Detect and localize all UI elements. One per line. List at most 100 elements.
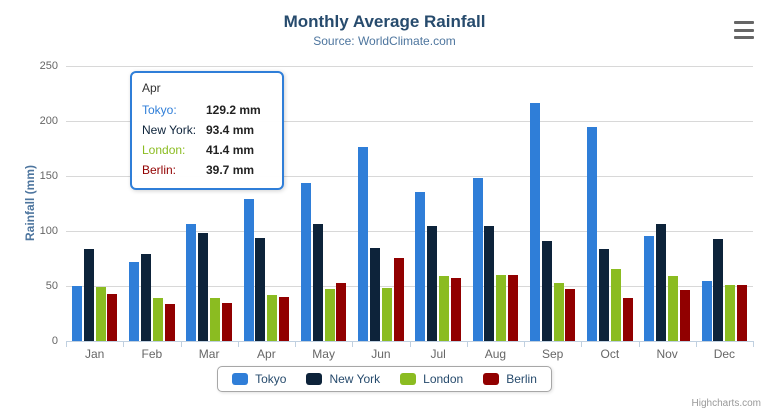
x-axis-tick — [237, 341, 239, 347]
x-axis-label-jul: Jul — [430, 347, 446, 361]
bar-london-feb[interactable] — [152, 298, 163, 341]
bar-london-jul[interactable] — [439, 276, 450, 341]
legend-container: Tokyo New York London Berlin — [0, 366, 769, 392]
bar-tokyo-jul[interactable] — [415, 191, 426, 341]
bar-new-york-aug[interactable] — [484, 226, 495, 341]
bar-tokyo-aug[interactable] — [472, 177, 483, 341]
tooltip-rows: Tokyo: 129.2 mm New York: 93.4 mm London: 41.… — [142, 100, 272, 180]
legend-item-tokyo[interactable]: Tokyo — [232, 372, 286, 386]
tooltip-series-label: Tokyo: — [142, 103, 177, 117]
bar-new-york-nov[interactable] — [656, 223, 667, 341]
legend-item-berlin[interactable]: Berlin — [483, 372, 537, 386]
bar-london-jan[interactable] — [95, 287, 106, 341]
bar-tokyo-jun[interactable] — [358, 147, 369, 341]
bar-new-york-mar[interactable] — [198, 232, 209, 341]
bar-berlin-mar[interactable] — [221, 303, 232, 341]
x-axis-label-may: May — [312, 347, 335, 361]
legend-item-new-york[interactable]: New York — [306, 372, 380, 386]
y-axis-label-100: 100 — [39, 225, 58, 237]
bar-london-jun[interactable] — [381, 287, 392, 341]
bar-new-york-jul[interactable] — [427, 225, 438, 341]
bar-tokyo-dec[interactable] — [701, 281, 712, 341]
gridline-50 — [66, 286, 753, 287]
bar-london-dec[interactable] — [725, 284, 736, 341]
bar-berlin-apr[interactable] — [279, 297, 290, 341]
bar-tokyo-mar[interactable] — [186, 223, 197, 341]
credits-link[interactable]: Highcharts.com — [691, 398, 761, 409]
bar-tokyo-apr[interactable] — [243, 198, 254, 341]
bar-berlin-oct[interactable] — [622, 297, 633, 341]
x-axis-tick — [123, 341, 125, 347]
x-axis-tick — [352, 341, 354, 347]
x-axis-tick — [66, 341, 67, 347]
legend-label: New York — [329, 372, 381, 386]
bar-tokyo-feb[interactable] — [129, 262, 140, 341]
tooltip-row-berlin: Berlin: 39.7 mm — [142, 160, 272, 180]
tooltip-series-value: 41.4 mm — [206, 143, 255, 157]
tooltip-series-label: New York: — [142, 123, 197, 137]
x-axis-label-dec: Dec — [713, 347, 736, 361]
x-axis-label-aug: Aug — [484, 347, 507, 361]
legend-item-london[interactable]: London — [400, 372, 463, 386]
y-axis-label-0: 0 — [51, 335, 58, 347]
y-axis-label-50: 50 — [45, 280, 58, 292]
bar-tokyo-jan[interactable] — [71, 286, 82, 341]
bar-tokyo-nov[interactable] — [644, 235, 655, 341]
x-axis-label-mar: Mar — [198, 347, 220, 361]
bar-london-mar[interactable] — [210, 297, 221, 341]
bar-berlin-feb[interactable] — [164, 304, 175, 341]
gridline-150 — [66, 176, 753, 177]
bar-berlin-nov[interactable] — [679, 289, 690, 341]
x-axis-tick — [638, 341, 640, 347]
bar-london-may[interactable] — [324, 289, 335, 341]
x-axis-tick — [581, 341, 583, 347]
bar-new-york-dec[interactable] — [713, 239, 724, 341]
x-axis-tick — [295, 341, 296, 347]
legend-label: London — [423, 372, 464, 386]
gridline-250 — [66, 66, 753, 67]
bar-berlin-dec[interactable] — [737, 284, 748, 341]
x-axis-tick — [466, 341, 468, 347]
x-axis-label-apr: Apr — [257, 347, 276, 361]
tooltip-series-value: 39.7 mm — [206, 163, 255, 177]
bar-berlin-aug[interactable] — [508, 274, 519, 341]
bar-new-york-jun[interactable] — [369, 248, 380, 341]
bar-new-york-may[interactable] — [312, 224, 323, 341]
bar-tokyo-sep[interactable] — [529, 102, 540, 341]
x-axis-tick — [753, 341, 754, 347]
bar-berlin-sep[interactable] — [565, 288, 576, 341]
y-axis-label-200: 200 — [39, 115, 58, 127]
bar-new-york-oct[interactable] — [598, 249, 609, 341]
hamburger-bar — [734, 28, 754, 32]
tooltip-row-tokyo: Tokyo: 129.2 mm — [142, 100, 272, 120]
bar-berlin-jan[interactable] — [107, 294, 118, 341]
bar-new-york-feb[interactable] — [140, 254, 151, 341]
bar-new-york-apr[interactable] — [255, 238, 266, 341]
x-axis-label-jan: Jan — [84, 347, 105, 361]
hamburger-menu-icon[interactable] — [734, 20, 756, 40]
x-axis-tick — [524, 341, 525, 347]
bar-london-aug[interactable] — [496, 275, 507, 341]
bar-new-york-jan[interactable] — [83, 249, 94, 341]
y-axis-label-250: 250 — [39, 60, 58, 72]
chart-title: Monthly Average Rainfall — [283, 12, 486, 31]
hamburger-bar — [734, 21, 754, 24]
legend-label: Tokyo — [255, 372, 287, 386]
bar-tokyo-may[interactable] — [300, 182, 311, 341]
hamburger-bar — [734, 36, 754, 39]
bar-london-oct[interactable] — [610, 269, 621, 341]
x-axis-tick — [180, 341, 182, 347]
bar-london-apr[interactable] — [267, 295, 278, 341]
bar-new-york-sep[interactable] — [541, 240, 552, 341]
bar-berlin-jun[interactable] — [393, 257, 404, 341]
x-axis-label-nov: Nov — [656, 347, 678, 361]
bar-berlin-may[interactable] — [336, 283, 347, 341]
bar-london-nov[interactable] — [668, 275, 679, 341]
bar-london-sep[interactable] — [553, 283, 564, 341]
legend-swatch-icon — [306, 373, 323, 385]
bar-berlin-jul[interactable] — [450, 277, 461, 341]
tooltip-series-label: Berlin: — [142, 163, 177, 177]
bar-tokyo-oct[interactable] — [587, 127, 598, 341]
